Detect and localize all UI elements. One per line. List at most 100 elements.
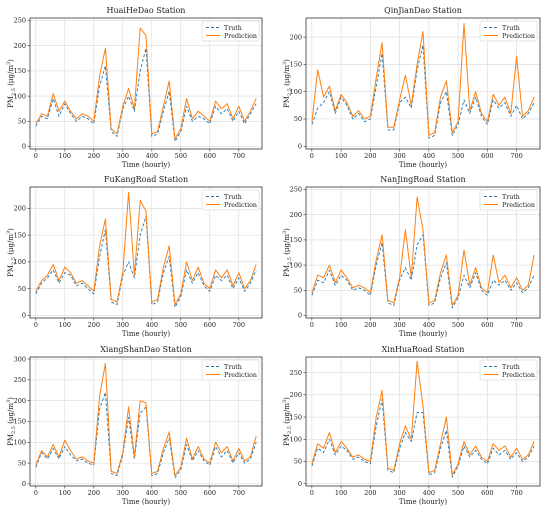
y-tick-label: 150 <box>290 236 302 244</box>
axes-frame <box>29 186 263 319</box>
x-tick-label: 300 <box>393 489 405 497</box>
y-tick-label: 0 <box>22 480 26 488</box>
y-tick-label: 200 <box>14 42 26 50</box>
x-tick-label: 200 <box>88 489 100 497</box>
prediction-series-line <box>35 191 257 306</box>
x-tick-label: 400 <box>423 152 435 160</box>
x-tick-label: 100 <box>59 321 71 329</box>
y-tick-label: 100 <box>290 261 302 269</box>
y-tick-label: 0 <box>298 312 302 320</box>
y-tick-label: 100 <box>14 258 26 266</box>
chart-panel: 0 100 200 300 400 500 600 700 0 50 100 150 200 FuKang… <box>6 175 263 338</box>
legend-prediction-label: Prediction <box>224 202 257 209</box>
x-tick-label: 200 <box>364 152 376 160</box>
x-tick-label: 100 <box>59 489 71 497</box>
axes-frame <box>305 17 541 150</box>
x-tick-label: 600 <box>481 321 493 329</box>
x-tick-label: 300 <box>393 152 405 160</box>
x-tick-label: 0 <box>310 321 314 329</box>
prediction-series-line <box>35 27 257 140</box>
x-tick-label: 700 <box>233 321 245 329</box>
chart-panel: 0 100 200 300 400 500 600 700 0 50 100 150 200 250 300… <box>6 345 263 506</box>
x-tick-label: 0 <box>34 321 38 329</box>
x-tick-label: 0 <box>310 152 314 160</box>
x-axis-label: Time (hourly) <box>122 330 170 338</box>
y-tick-label: 250 <box>14 376 26 384</box>
y-tick-label: 50 <box>18 459 26 467</box>
x-axis-label: Time (hourly) <box>399 330 447 338</box>
x-tick-label: 300 <box>393 321 405 329</box>
y-tick-label: 100 <box>290 88 302 96</box>
chart-title: FuKangRoad Station <box>104 175 188 184</box>
x-tick-label: 700 <box>233 152 245 160</box>
y-tick-label: 50 <box>18 285 26 293</box>
y-tick-label: 300 <box>14 355 26 363</box>
y-tick-label: 100 <box>290 435 302 443</box>
legend-prediction-label: Prediction <box>224 372 257 379</box>
y-tick-label: 0 <box>298 142 302 150</box>
legend-prediction-label: Prediction <box>502 372 535 379</box>
y-axis-label: PM2.5 (μg/m3) <box>6 397 17 446</box>
legend-truth-label: Truth <box>224 364 242 371</box>
x-tick-label: 200 <box>364 321 376 329</box>
truth-series-line <box>35 47 257 142</box>
x-tick-label: 500 <box>452 489 464 497</box>
y-tick-label: 150 <box>14 231 26 239</box>
legend-prediction-label: Prediction <box>502 33 535 40</box>
prediction-series-line <box>311 23 535 136</box>
legend-truth-label: Truth <box>502 194 520 201</box>
legend-truth-label: Truth <box>224 194 242 201</box>
y-tick-label: 50 <box>294 286 302 294</box>
y-tick-label: 0 <box>298 480 302 488</box>
y-tick-label: 200 <box>290 33 302 41</box>
legend-prediction-label: Prediction <box>224 33 257 40</box>
y-tick-label: 50 <box>294 458 302 466</box>
truth-series-line <box>311 44 535 139</box>
x-tick-label: 600 <box>481 489 493 497</box>
x-tick-label: 500 <box>175 321 187 329</box>
x-tick-label: 600 <box>204 321 216 329</box>
prediction-series-line <box>311 360 535 476</box>
x-tick-label: 400 <box>423 489 435 497</box>
chart-title: QinJianDao Station <box>384 6 462 15</box>
x-tick-label: 700 <box>233 489 245 497</box>
x-tick-label: 400 <box>146 489 158 497</box>
x-tick-label: 600 <box>204 152 216 160</box>
x-tick-label: 0 <box>34 152 38 160</box>
x-tick-label: 100 <box>335 152 347 160</box>
x-axis-label: Time (hourly) <box>399 498 447 506</box>
truth-series-line <box>311 398 535 478</box>
legend-truth-label: Truth <box>224 25 242 32</box>
y-tick-label: 50 <box>18 117 26 125</box>
x-tick-label: 500 <box>175 152 187 160</box>
x-tick-label: 300 <box>117 321 129 329</box>
y-tick-label: 150 <box>290 413 302 421</box>
y-tick-label: 250 <box>290 186 302 194</box>
y-tick-label: 0 <box>22 143 26 151</box>
x-tick-label: 200 <box>364 489 376 497</box>
y-tick-label: 100 <box>14 92 26 100</box>
y-tick-label: 50 <box>294 115 302 123</box>
legend-truth-label: Truth <box>502 364 520 371</box>
y-tick-label: 200 <box>290 211 302 219</box>
chart-panel: 0 100 200 300 400 500 600 700 0 50 100 150 200 250 Xin… <box>282 345 541 506</box>
y-axis-label: PM2.5 (μg/m3) <box>6 228 17 277</box>
x-axis-label: Time (hourly) <box>122 161 170 169</box>
y-tick-label: 100 <box>14 439 26 447</box>
x-tick-label: 300 <box>117 152 129 160</box>
x-tick-label: 600 <box>481 152 493 160</box>
y-axis-label: PM2.5 (μg/m3) <box>282 228 293 277</box>
prediction-series-line <box>311 196 535 306</box>
chart-title: XinHuaRoad Station <box>382 345 465 354</box>
x-tick-label: 700 <box>510 321 522 329</box>
legend-prediction-label: Prediction <box>502 202 535 209</box>
y-axis-label: PM2.5 (μg/m3) <box>282 59 293 108</box>
axes-frame <box>305 356 541 487</box>
y-tick-label: 150 <box>290 61 302 69</box>
